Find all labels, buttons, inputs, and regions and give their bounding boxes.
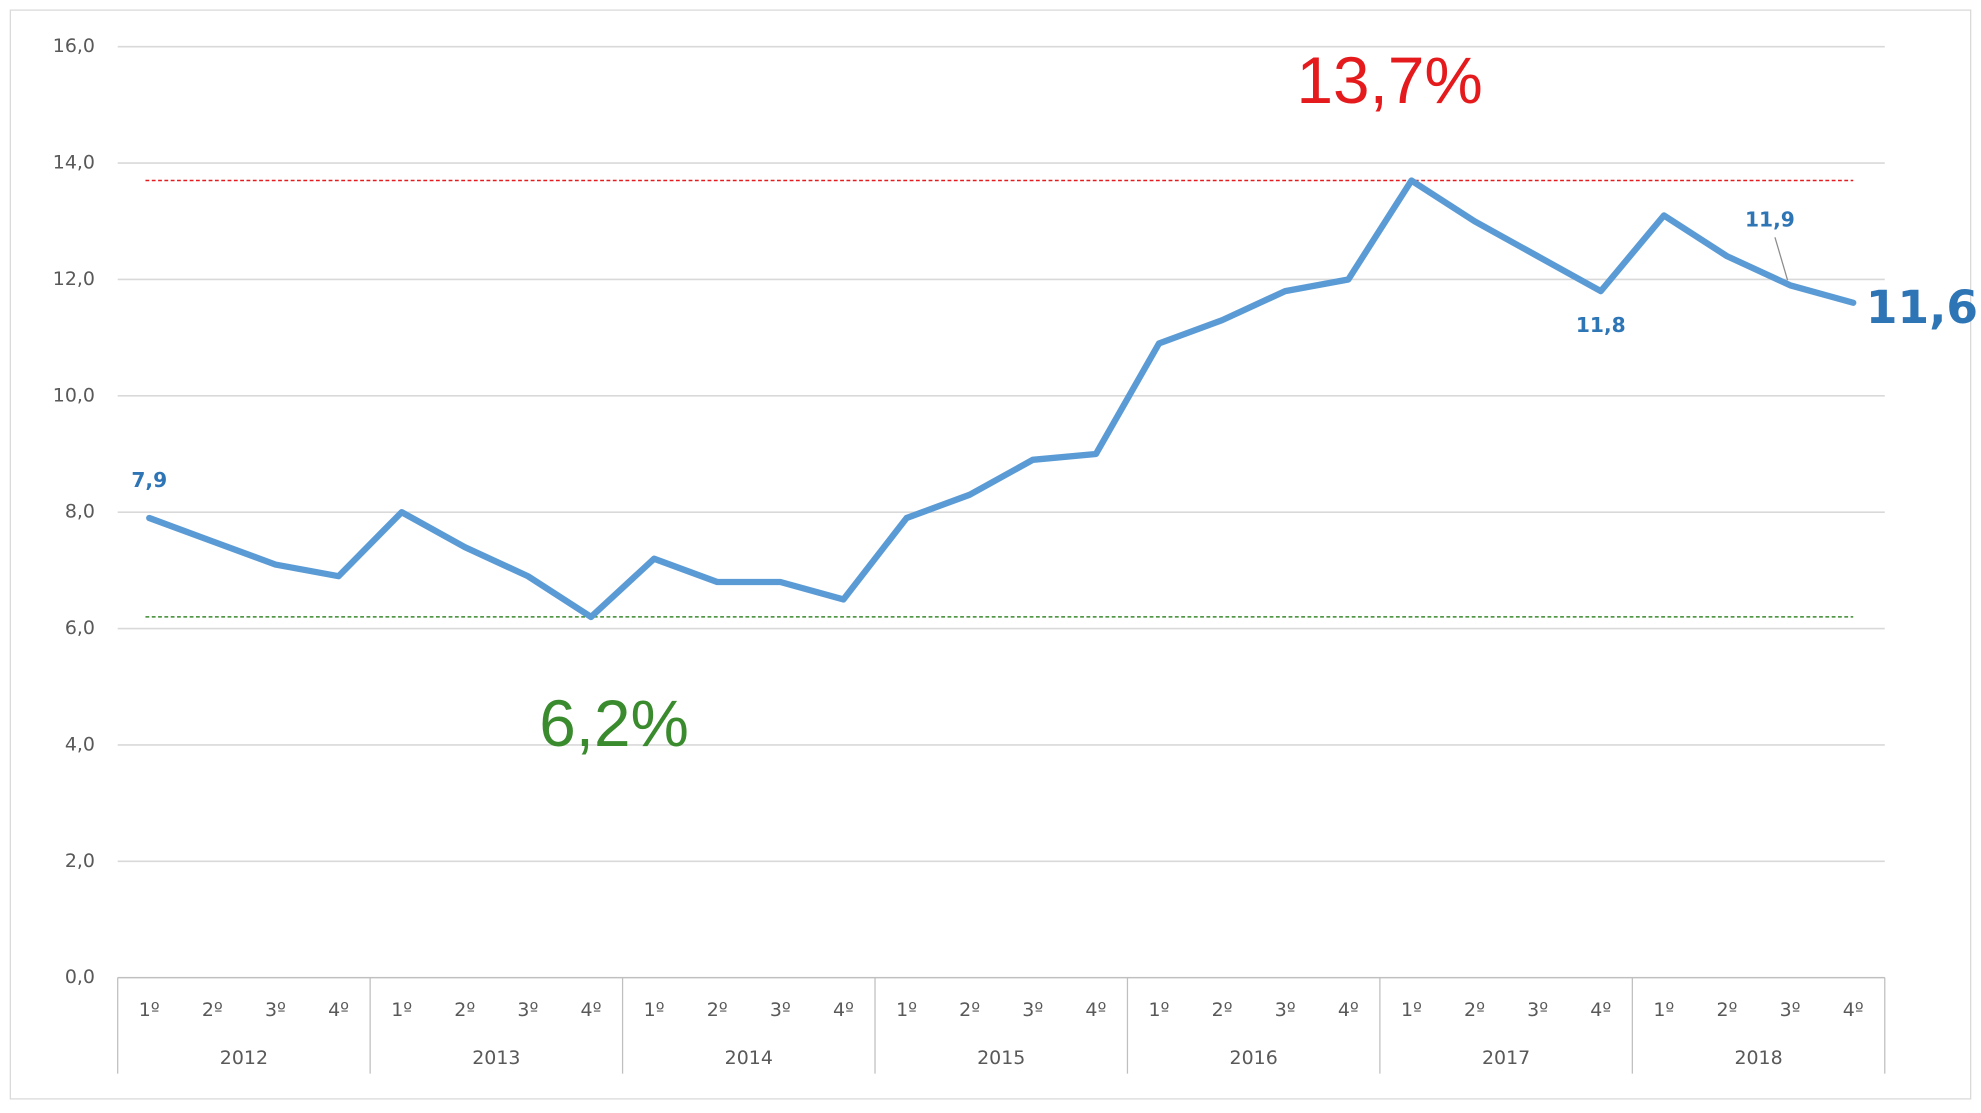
y-tick-label: 12,0	[53, 268, 95, 290]
x-tick-label: 2º	[454, 999, 475, 1021]
x-tick-label: 2º	[707, 999, 728, 1021]
data-label: 7,9	[131, 468, 167, 492]
x-group-label: 2014	[725, 1047, 773, 1069]
annotation: 13,7%	[1297, 44, 1483, 117]
x-tick-label: 4º	[1843, 999, 1864, 1021]
x-tick-label: 1º	[391, 999, 412, 1021]
x-tick-label: 3º	[1527, 999, 1548, 1021]
y-tick-label: 8,0	[65, 501, 95, 523]
x-tick-label: 2º	[959, 999, 980, 1021]
y-tick-label: 10,0	[53, 384, 95, 406]
leader-line	[1774, 237, 1789, 281]
data-label: 11,9	[1745, 207, 1795, 231]
x-tick-label: 2º	[1464, 999, 1485, 1021]
annotation: 6,2%	[539, 687, 689, 760]
y-tick-label: 0,0	[65, 966, 95, 988]
x-tick-label: 1º	[896, 999, 917, 1021]
x-group-label: 2015	[977, 1047, 1025, 1069]
data-label: 11,8	[1576, 313, 1626, 337]
x-tick-label: 1º	[644, 999, 665, 1021]
y-tick-label: 2,0	[65, 850, 95, 872]
y-tick-label: 16,0	[53, 35, 95, 57]
x-group-label: 2018	[1734, 1047, 1782, 1069]
x-tick-label: 4º	[328, 999, 349, 1021]
y-tick-label: 14,0	[53, 152, 95, 174]
x-tick-label: 1º	[1401, 999, 1422, 1021]
x-tick-label: 3º	[1022, 999, 1043, 1021]
y-tick-label: 4,0	[65, 733, 95, 755]
x-tick-label: 4º	[1590, 999, 1611, 1021]
x-tick-label: 4º	[1338, 999, 1359, 1021]
x-tick-label: 2º	[202, 999, 223, 1021]
x-tick-label: 1º	[1149, 999, 1170, 1021]
x-tick-label: 2º	[1212, 999, 1233, 1021]
x-tick-label: 4º	[581, 999, 602, 1021]
x-tick-label: 4º	[1085, 999, 1106, 1021]
x-group-label: 2017	[1482, 1047, 1530, 1069]
x-tick-label: 2º	[1717, 999, 1738, 1021]
x-group-label: 2016	[1230, 1047, 1278, 1069]
x-tick-label: 1º	[1653, 999, 1674, 1021]
x-group-label: 2012	[220, 1047, 268, 1069]
x-tick-label: 3º	[517, 999, 538, 1021]
x-tick-label: 3º	[265, 999, 286, 1021]
y-tick-label: 6,0	[65, 617, 95, 639]
x-tick-label: 4º	[833, 999, 854, 1021]
chart-border	[9, 9, 1972, 1100]
x-tick-label: 1º	[139, 999, 160, 1021]
data-line	[146, 177, 1857, 621]
x-tick-label: 3º	[770, 999, 791, 1021]
x-group-label: 2013	[472, 1047, 520, 1069]
data-label: 11,6	[1866, 281, 1978, 334]
x-tick-label: 3º	[1780, 999, 1801, 1021]
x-tick-label: 3º	[1275, 999, 1296, 1021]
